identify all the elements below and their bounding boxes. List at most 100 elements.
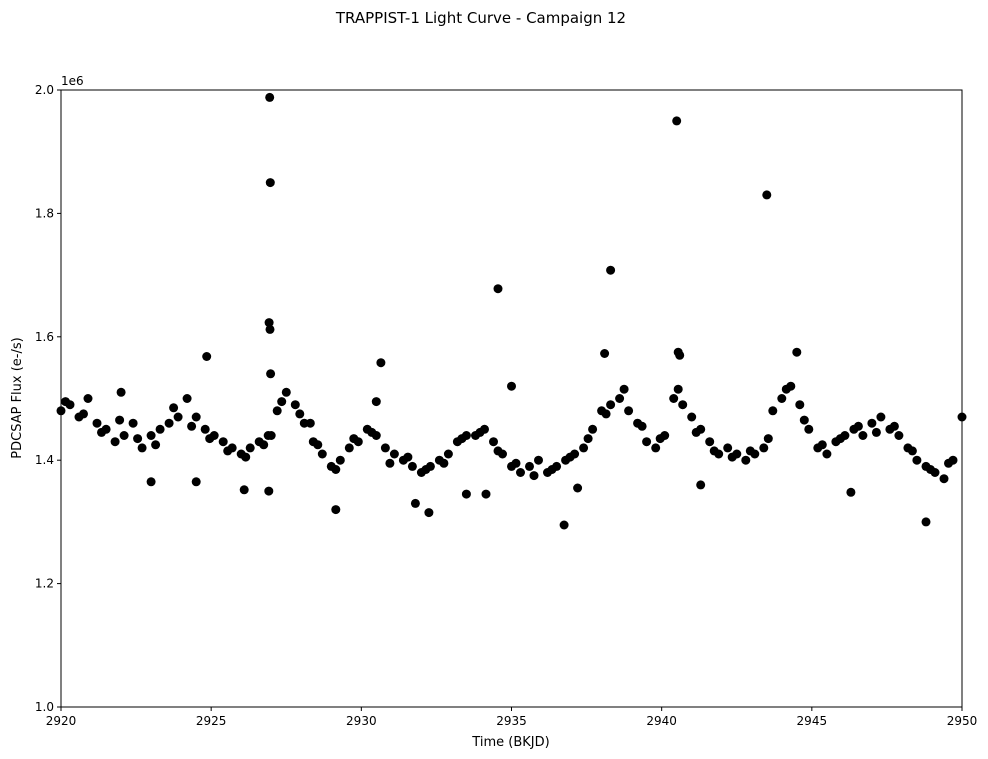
data-point xyxy=(475,427,485,437)
data-point xyxy=(939,474,949,484)
data-point xyxy=(675,350,685,360)
x-tick-label: 2940 xyxy=(646,714,677,728)
data-point xyxy=(331,465,341,474)
data-point xyxy=(781,384,791,394)
data-point xyxy=(266,369,276,379)
data-point xyxy=(281,387,291,397)
data-point xyxy=(835,434,845,444)
data-point xyxy=(349,434,359,444)
data-point xyxy=(265,92,275,102)
data-point xyxy=(588,424,598,434)
data-point xyxy=(687,412,697,422)
data-point xyxy=(264,486,274,496)
data-point xyxy=(119,431,129,440)
data-point xyxy=(223,446,233,456)
y-axis-ticks: 1.0 1.2 1.4 1.6 1.8 2.0 xyxy=(35,83,61,714)
data-point xyxy=(691,427,701,437)
data-point xyxy=(205,434,215,444)
data-point xyxy=(200,424,210,434)
data-point xyxy=(266,431,276,440)
data-point xyxy=(264,318,274,328)
data-point xyxy=(619,384,629,394)
data-point xyxy=(606,265,616,275)
data-point xyxy=(763,434,773,444)
data-point xyxy=(727,452,737,462)
data-point xyxy=(272,406,282,416)
data-point xyxy=(511,458,521,468)
data-point xyxy=(79,409,88,419)
data-point xyxy=(489,437,498,447)
data-point xyxy=(367,427,377,437)
data-point xyxy=(116,387,126,397)
plot-frame xyxy=(60,89,963,708)
data-point xyxy=(817,440,827,450)
data-point xyxy=(516,468,525,477)
chart-title: TRAPPIST-1 Light Curve - Campaign 12 xyxy=(335,9,626,27)
data-point xyxy=(424,508,434,518)
data-point xyxy=(867,418,877,428)
data-point xyxy=(795,400,805,410)
data-point xyxy=(92,418,102,428)
data-point xyxy=(335,455,345,465)
data-point xyxy=(678,400,688,410)
data-point xyxy=(128,418,138,428)
data-point xyxy=(846,487,856,497)
data-point xyxy=(642,437,652,447)
data-point xyxy=(573,483,583,493)
data-point xyxy=(723,443,733,453)
x-tick-label: 2945 xyxy=(797,714,828,728)
data-point xyxy=(461,489,471,499)
data-point xyxy=(403,452,413,462)
data-point xyxy=(277,397,287,407)
data-point xyxy=(624,406,634,416)
data-point xyxy=(579,443,589,453)
data-point xyxy=(182,394,192,403)
data-point xyxy=(218,437,228,447)
data-point xyxy=(600,349,610,358)
data-point xyxy=(259,440,269,450)
data-point xyxy=(792,347,802,357)
data-point xyxy=(110,437,120,447)
data-points xyxy=(56,92,967,530)
data-point xyxy=(481,489,491,499)
data-point xyxy=(61,397,70,407)
data-point xyxy=(344,443,354,453)
data-point xyxy=(97,427,106,437)
data-point xyxy=(187,421,197,431)
data-point xyxy=(926,465,935,474)
data-point xyxy=(83,394,93,403)
data-point xyxy=(565,452,575,462)
x-tick-label: 2925 xyxy=(196,714,227,728)
data-point xyxy=(245,443,255,453)
data-point xyxy=(696,480,706,490)
data-point xyxy=(768,406,778,416)
data-point xyxy=(265,178,275,188)
data-point xyxy=(606,400,616,410)
data-point xyxy=(709,446,719,456)
y-tick-label: 1.0 xyxy=(35,700,54,714)
data-point xyxy=(151,440,161,450)
data-point xyxy=(439,458,449,468)
data-point xyxy=(331,505,341,515)
x-tick-label: 2950 xyxy=(947,714,978,728)
data-point xyxy=(921,517,931,527)
data-point xyxy=(559,520,569,530)
data-point xyxy=(777,394,787,403)
data-point xyxy=(202,352,212,361)
data-point xyxy=(858,431,868,440)
data-point xyxy=(389,449,399,459)
data-point xyxy=(615,394,625,403)
x-tick-label: 2920 xyxy=(46,714,77,728)
data-point xyxy=(822,449,832,459)
data-point xyxy=(239,485,249,495)
data-point xyxy=(507,381,516,391)
data-point xyxy=(762,190,772,200)
data-point xyxy=(804,424,814,434)
data-point xyxy=(741,455,751,465)
data-point xyxy=(759,443,769,453)
data-point xyxy=(169,403,179,413)
data-point xyxy=(637,421,647,431)
data-point xyxy=(871,427,881,437)
y-tick-label: 2.0 xyxy=(35,83,54,97)
